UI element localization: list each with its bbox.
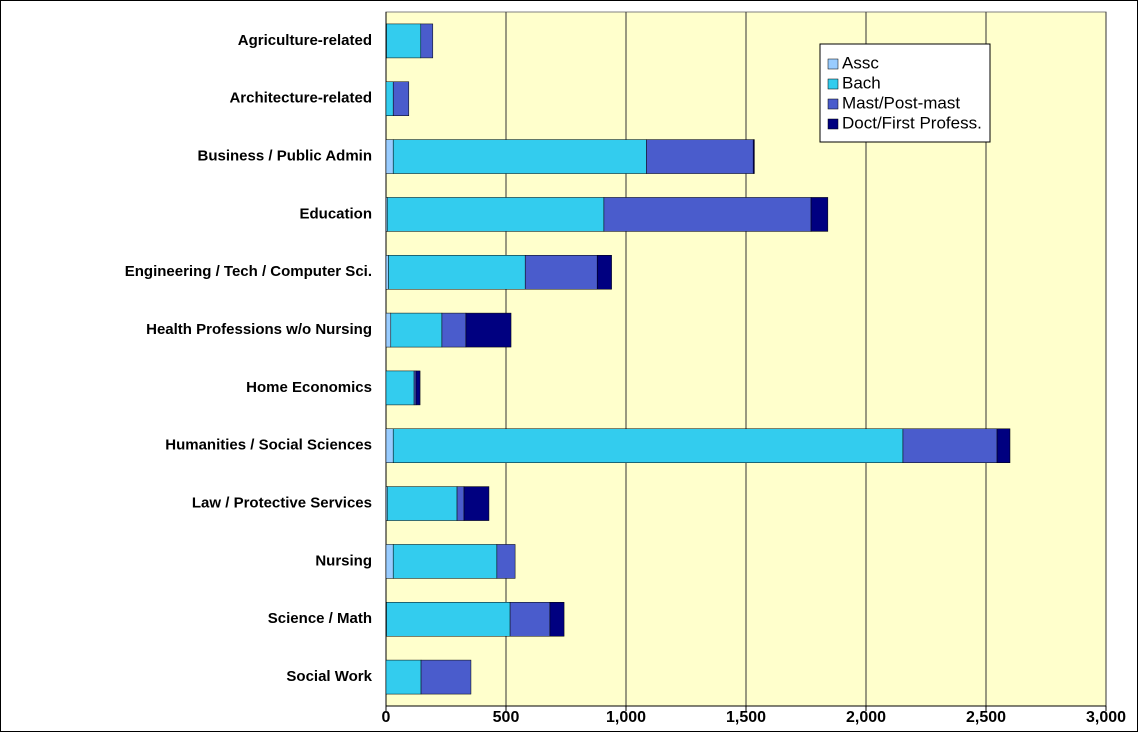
x-tick-label: 1,500 <box>726 709 766 726</box>
y-tick-label: Science / Math <box>268 610 372 627</box>
bar-segment <box>386 602 510 636</box>
y-tick-label: Humanities / Social Sciences <box>165 437 372 454</box>
bar-segment <box>387 197 604 231</box>
bar-segment <box>388 255 525 289</box>
y-tick-label: Law / Protective Services <box>192 495 372 512</box>
bar-segment <box>510 602 550 636</box>
y-tick-label: Architecture-related <box>229 90 372 107</box>
bar-segment <box>393 544 497 578</box>
bar-segment <box>442 313 466 347</box>
y-tick-label: Agriculture-related <box>238 32 372 49</box>
bar-segment <box>997 429 1010 463</box>
bar-segment <box>386 313 391 347</box>
x-tick-label: 1,000 <box>606 709 646 726</box>
bar-segment <box>421 660 471 694</box>
bar-segment <box>393 429 903 463</box>
legend-swatch <box>828 99 838 109</box>
legend-label: Doct/First Profess. <box>842 113 982 132</box>
bar-segment <box>550 602 564 636</box>
x-tick-label: 500 <box>493 709 520 726</box>
bar-segment <box>386 255 388 289</box>
legend-swatch <box>828 59 838 69</box>
bar-segment <box>811 197 828 231</box>
bar-segment <box>421 24 433 58</box>
y-tick-label: Nursing <box>315 552 372 569</box>
bar-segment <box>386 24 420 58</box>
legend-swatch <box>828 79 838 89</box>
y-tick-label: Health Professions w/o Nursing <box>146 321 372 338</box>
x-tick-label: 3,000 <box>1086 709 1126 726</box>
bar-segment <box>386 544 393 578</box>
bar-segment <box>597 255 611 289</box>
bar-segment <box>386 429 393 463</box>
y-tick-label: Social Work <box>286 668 372 685</box>
bar-segment <box>393 140 646 174</box>
y-tick-label: Business / Public Admin <box>198 148 372 165</box>
bar-segment <box>386 82 393 116</box>
bar-segment <box>386 660 421 694</box>
bar-segment <box>414 371 416 405</box>
y-tick-label: Home Economics <box>246 379 372 396</box>
bar-segment <box>753 140 754 174</box>
bar-segment <box>497 544 515 578</box>
bar-segment <box>457 487 464 521</box>
bar-segment <box>391 313 442 347</box>
x-tick-label: 0 <box>382 709 391 726</box>
x-tick-label: 2,000 <box>846 709 886 726</box>
bar-segment <box>646 140 753 174</box>
bar-segment <box>387 487 457 521</box>
y-tick-label: Engineering / Tech / Computer Sci. <box>125 263 372 280</box>
legend-label: Mast/Post-mast <box>842 93 960 112</box>
bar-segment <box>903 429 997 463</box>
bar-segment <box>386 371 414 405</box>
legend-label: Assc <box>842 53 879 72</box>
bar-segment <box>464 487 489 521</box>
bar-segment <box>393 82 409 116</box>
legend-label: Bach <box>842 73 881 92</box>
y-tick-label: Education <box>299 205 372 222</box>
bar-segment <box>466 313 511 347</box>
bar-segment <box>604 197 811 231</box>
bar-segment <box>386 140 393 174</box>
bar-segment <box>525 255 597 289</box>
legend-swatch <box>828 119 838 129</box>
bar-segment <box>416 371 420 405</box>
x-tick-label: 2,500 <box>966 709 1006 726</box>
